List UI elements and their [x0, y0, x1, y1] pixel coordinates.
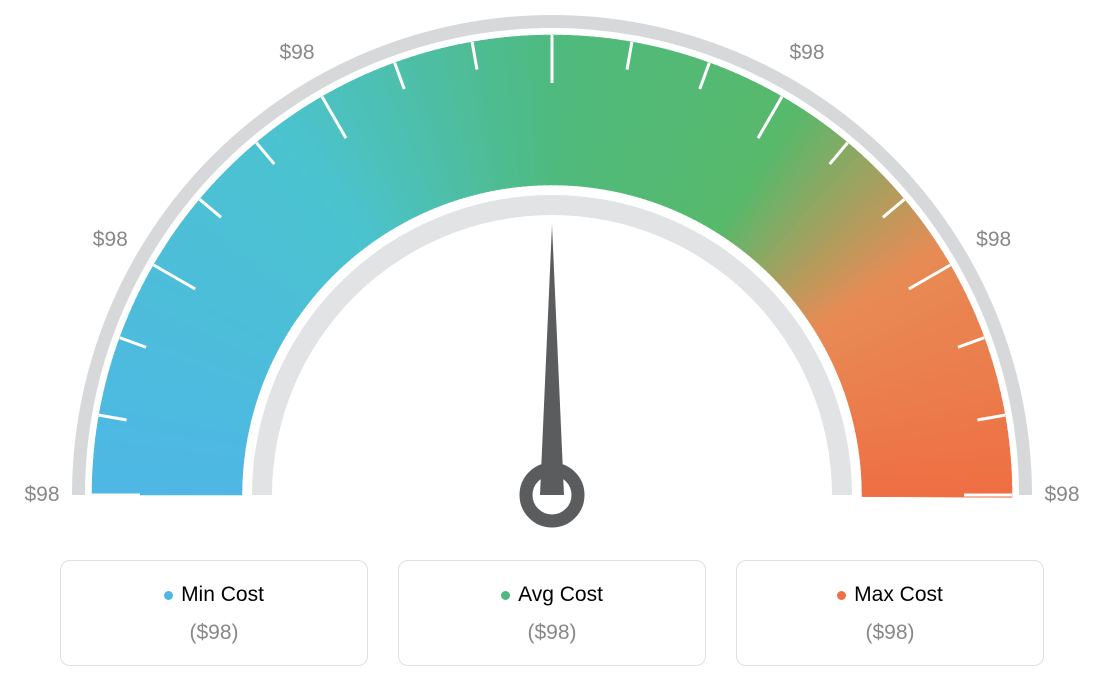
legend-label: Max Cost [854, 583, 943, 607]
legend-value: ($98) [747, 621, 1033, 645]
dot-icon [501, 591, 510, 600]
legend-label: Avg Cost [518, 583, 603, 607]
legend-card-avg: Avg Cost ($98) [398, 560, 706, 666]
dot-icon [837, 591, 846, 600]
gauge-svg [0, 0, 1104, 560]
legend-value: ($98) [409, 621, 695, 645]
gauge-tick-label: $98 [976, 228, 1011, 252]
gauge-container: $98$98$98$98$98$98$98 [0, 0, 1104, 560]
legend-row: Min Cost ($98) Avg Cost ($98) Max Cost (… [0, 560, 1104, 666]
legend-title-min: Min Cost [164, 583, 264, 607]
gauge-tick-label: $98 [24, 483, 59, 507]
legend-card-min: Min Cost ($98) [60, 560, 368, 666]
legend-title-max: Max Cost [837, 583, 943, 607]
legend-title-avg: Avg Cost [501, 583, 603, 607]
legend-value: ($98) [71, 621, 357, 645]
gauge-tick-label: $98 [279, 41, 314, 65]
gauge-tick-label: $98 [789, 41, 824, 65]
legend-label: Min Cost [181, 583, 264, 607]
legend-card-max: Max Cost ($98) [736, 560, 1044, 666]
gauge-tick-label: $98 [1044, 483, 1079, 507]
gauge-tick-label: $98 [93, 228, 128, 252]
dot-icon [164, 591, 173, 600]
